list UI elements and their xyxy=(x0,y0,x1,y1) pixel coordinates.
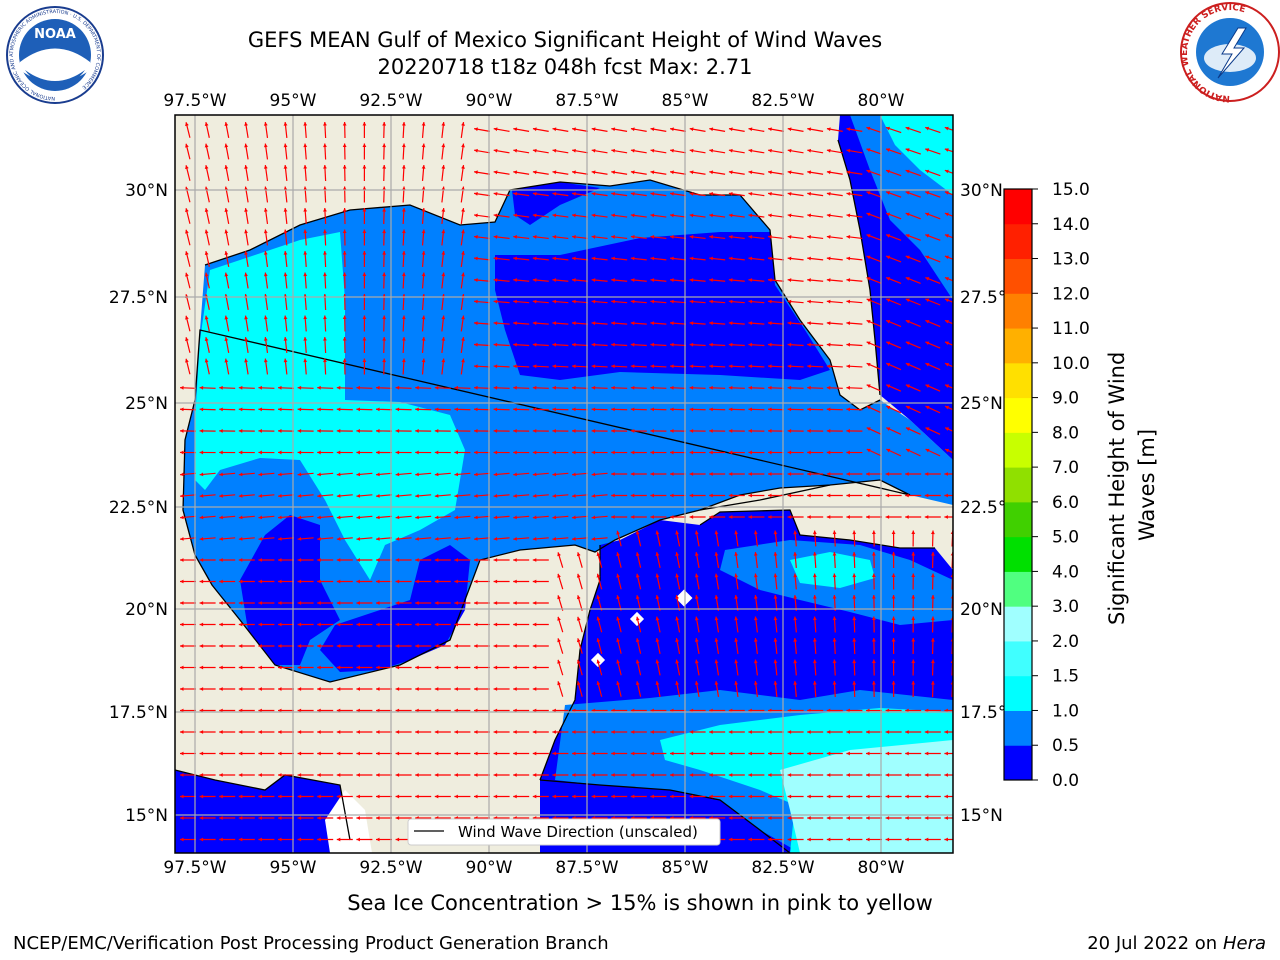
coastline-florida-east xyxy=(837,139,881,396)
colorbar-segment xyxy=(1004,189,1032,225)
colorbar-tick: 8.0 xyxy=(1052,423,1079,443)
lon-label-top: 95°W xyxy=(270,91,317,111)
colorbar-segment xyxy=(1004,501,1032,538)
footer-host: Hera xyxy=(1222,933,1266,954)
colorbar-tick: 1.5 xyxy=(1052,667,1079,687)
ocean-pacific-white xyxy=(325,790,372,853)
colorbar-label: Significant Height of Wind Waves [m] xyxy=(1105,345,1159,625)
lon-label-bottom: 82.5°W xyxy=(751,858,814,878)
colorbar-tick: 13.0 xyxy=(1052,250,1090,270)
colorbar-tick: 5.0 xyxy=(1052,528,1079,548)
colorbar-segment xyxy=(1004,675,1032,711)
lon-label-top: 85°W xyxy=(662,91,709,111)
ocean-low-central xyxy=(495,232,830,380)
colorbar-tick: 6.0 xyxy=(1052,493,1079,513)
colorbar-tick: 7.0 xyxy=(1052,458,1079,478)
lon-label-bottom: 95°W xyxy=(270,858,317,878)
colorbar-segment xyxy=(1004,258,1032,294)
colorbar-tick: 10.0 xyxy=(1052,354,1090,374)
coastline-honduras xyxy=(539,779,791,853)
map-legend: Wind Wave Direction (unscaled) xyxy=(407,818,721,846)
lon-label-bottom: 87.5°W xyxy=(555,858,618,878)
colorbar-segment xyxy=(1004,397,1032,433)
lon-labels-top: 97.5°W 95°W 92.5°W 90°W 87.5°W 85°W 82.5°W 80°W xyxy=(163,91,904,111)
ocean-low-north xyxy=(512,182,600,225)
colorbar-tick: 4.0 xyxy=(1052,562,1079,582)
colorbar-segment xyxy=(1004,606,1032,642)
lat-label-left: 15°N xyxy=(125,806,168,826)
lon-label-top: 80°W xyxy=(858,91,905,111)
lon-label-top: 97.5°W xyxy=(163,91,226,111)
lon-label-top: 82.5°W xyxy=(751,91,814,111)
colorbar-tick: 0.5 xyxy=(1052,736,1079,756)
lon-label-bottom: 92.5°W xyxy=(359,858,422,878)
colorbar-segment xyxy=(1004,710,1032,746)
lon-label-top: 87.5°W xyxy=(555,91,618,111)
lat-label-left: 22.5°N xyxy=(109,498,168,518)
ocean-atlantic-high xyxy=(880,115,953,195)
colorbar-tick: 11.0 xyxy=(1052,319,1090,339)
colorbar-tick: 2.0 xyxy=(1052,632,1079,652)
lat-label-left: 30°N xyxy=(125,181,168,201)
lat-label-left: 25°N xyxy=(125,394,168,414)
colorbar-tick: 1.0 xyxy=(1052,701,1079,721)
lon-label-bottom: 80°W xyxy=(858,858,905,878)
wind-arrows xyxy=(179,121,953,842)
noaa-logo-text: NOAA xyxy=(34,27,76,42)
colorbar-segment xyxy=(1004,223,1032,260)
noaa-logo: NOAA NATIONAL OCEANIC AND ATMOSPHERIC AD… xyxy=(6,6,104,104)
ocean-high-west xyxy=(195,232,465,580)
map-frame xyxy=(174,114,954,854)
lon-label-top: 92.5°W xyxy=(359,91,422,111)
lat-label-right: 30°N xyxy=(960,181,1003,201)
lon-label-top: 90°W xyxy=(466,91,513,111)
lat-label-right: 15°N xyxy=(960,806,1003,826)
chart-title: GEFS MEAN Gulf of Mexico Significant Hei… xyxy=(247,28,883,52)
colorbar: 0.0 0.5 1.0 1.5 2.0 3.0 4.0 5.0 6.0 7.0 8.0 9.0 10.0… xyxy=(1003,180,1090,791)
colorbar-tick: 15.0 xyxy=(1052,180,1090,200)
coastline-yucatan xyxy=(539,545,601,781)
colorbar-segment xyxy=(1004,432,1032,468)
colorbar-tick: 14.0 xyxy=(1052,215,1090,235)
colorbar-segment xyxy=(1004,640,1032,677)
map-gridlines xyxy=(175,115,953,853)
colorbar-segment xyxy=(1004,328,1032,364)
lat-label-right: 20°N xyxy=(960,600,1003,620)
colorbar-segment xyxy=(1004,745,1032,781)
chart-subtitle: 20220718 t18z 048h fcst Max: 2.71 xyxy=(377,55,753,79)
colorbar-segment xyxy=(1004,467,1032,503)
lat-label-right: 25°N xyxy=(960,394,1003,414)
footer-credit: NCEP/EMC/Verification Post Processing Pr… xyxy=(13,933,609,954)
colorbar-tick: 9.0 xyxy=(1052,389,1079,409)
legend-label: Wind Wave Direction (unscaled) xyxy=(458,823,698,841)
sea-ice-note: Sea Ice Concentration > 15% is shown in … xyxy=(347,891,933,915)
colorbar-tick: 3.0 xyxy=(1052,597,1079,617)
colorbar-segment xyxy=(1004,571,1032,607)
ocean-pacific xyxy=(175,770,350,853)
lat-label-left: 17.5°N xyxy=(109,703,168,723)
colorbar-segment xyxy=(1004,536,1032,572)
lat-labels-left: 30°N 27.5°N 25°N 22.5°N 20°N 17.5°N 15°N xyxy=(109,181,168,826)
footer-date: 20 Jul 2022 on Hera xyxy=(1087,933,1266,954)
colorbar-tick: 0.0 xyxy=(1052,771,1079,791)
lon-label-bottom: 90°W xyxy=(466,858,513,878)
colorbar-tick: 12.0 xyxy=(1052,284,1090,304)
lon-label-bottom: 85°W xyxy=(662,858,709,878)
lon-label-bottom: 97.5°W xyxy=(163,858,226,878)
lon-labels-bottom: 97.5°W 95°W 92.5°W 90°W 87.5°W 85°W 82.5°W 80°W xyxy=(163,858,904,878)
lat-label-left: 27.5°N xyxy=(109,288,168,308)
colorbar-segment xyxy=(1004,293,1032,329)
map-area xyxy=(174,114,954,854)
ocean-low-sw1 xyxy=(240,515,340,665)
coastline-pacific xyxy=(175,769,351,841)
nws-logo: NATIONAL WEATHER SERVICE xyxy=(1180,2,1280,103)
lat-label-left: 20°N xyxy=(125,600,168,620)
colorbar-segment xyxy=(1004,362,1032,399)
